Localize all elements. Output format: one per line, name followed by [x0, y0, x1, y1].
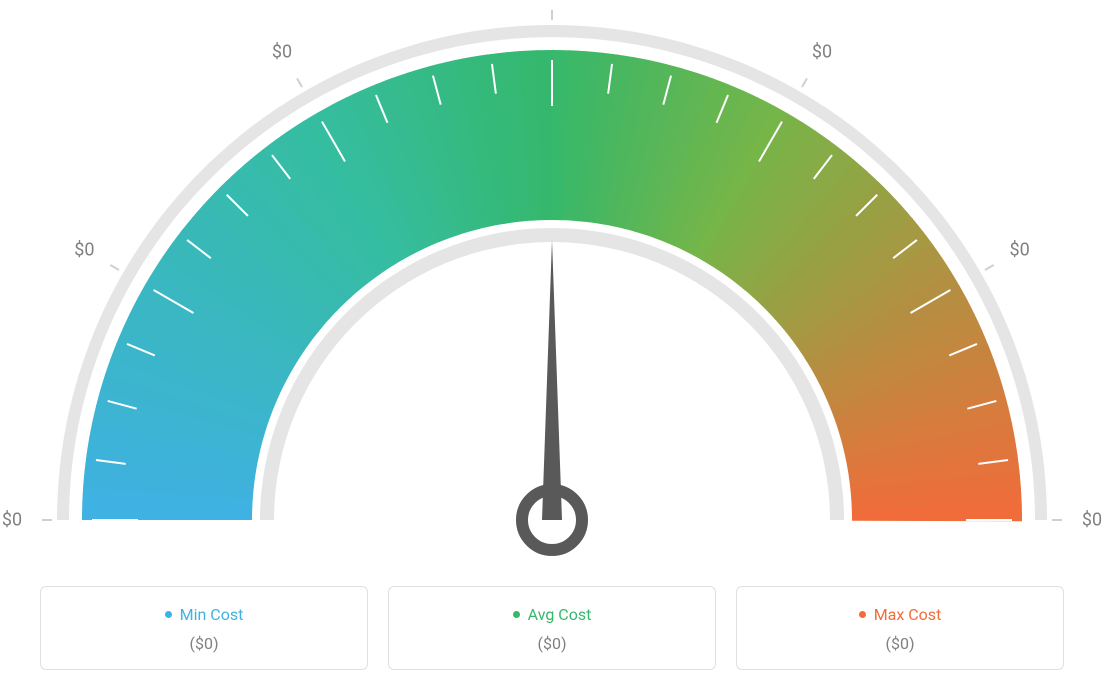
legend-title-min: Min Cost	[165, 605, 244, 624]
legend-label-min: Min Cost	[180, 605, 244, 624]
gauge-tick-label: $0	[812, 42, 832, 63]
legend-card-max: Max Cost ($0)	[736, 586, 1064, 670]
legend-dot-min	[165, 611, 172, 618]
legend-value-max: ($0)	[749, 634, 1051, 653]
legend-title-avg: Avg Cost	[513, 605, 592, 624]
legend-dot-avg	[513, 611, 520, 618]
legend-title-max: Max Cost	[859, 605, 942, 624]
gauge-tick-label: $0	[74, 240, 94, 261]
gauge-tick-label: $0	[272, 42, 292, 63]
cost-gauge-widget: $0$0$0$0$0$0$0 Min Cost ($0) Avg Cost ($…	[0, 0, 1104, 690]
legend-card-avg: Avg Cost ($0)	[388, 586, 716, 670]
legend-label-max: Max Cost	[874, 605, 942, 624]
legend-row: Min Cost ($0) Avg Cost ($0) Max Cost ($0…	[40, 586, 1064, 670]
legend-value-avg: ($0)	[401, 634, 703, 653]
legend-value-min: ($0)	[53, 634, 355, 653]
legend-card-min: Min Cost ($0)	[40, 586, 368, 670]
gauge-tick-label: $0	[1082, 510, 1102, 531]
legend-dot-max	[859, 611, 866, 618]
legend-label-avg: Avg Cost	[528, 605, 592, 624]
gauge-tick-label: $0	[1010, 240, 1030, 261]
gauge-tick-label: $0	[2, 510, 22, 531]
gauge-svg	[0, 0, 1104, 580]
